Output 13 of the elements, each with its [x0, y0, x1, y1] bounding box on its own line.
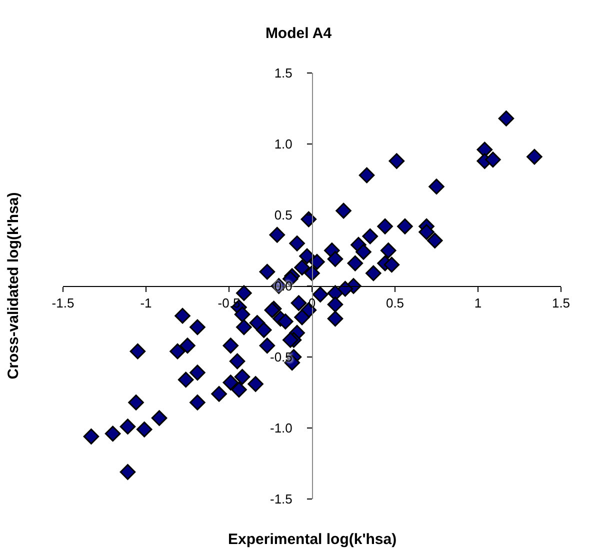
x-tick-label: -1: [140, 296, 152, 311]
y-tick-label: -1.0: [270, 420, 292, 436]
y-tick-label: 0.5: [274, 208, 292, 223]
chart-title: Model A4: [265, 25, 332, 42]
x-tick-label: 1.5: [552, 296, 570, 311]
x-tick-label: 0.5: [386, 296, 404, 311]
x-tick-label: -1.5: [52, 296, 74, 311]
x-axis-title: Experimental log(k'hsa): [228, 531, 397, 548]
y-tick-label: 1.5: [274, 66, 292, 81]
x-tick-label: 1: [474, 296, 482, 311]
y-axis-title: Cross-validated log(k'hsa): [5, 192, 22, 380]
y-tick-label: -1.5: [270, 492, 292, 507]
y-tick-label: 1.0: [274, 136, 292, 152]
